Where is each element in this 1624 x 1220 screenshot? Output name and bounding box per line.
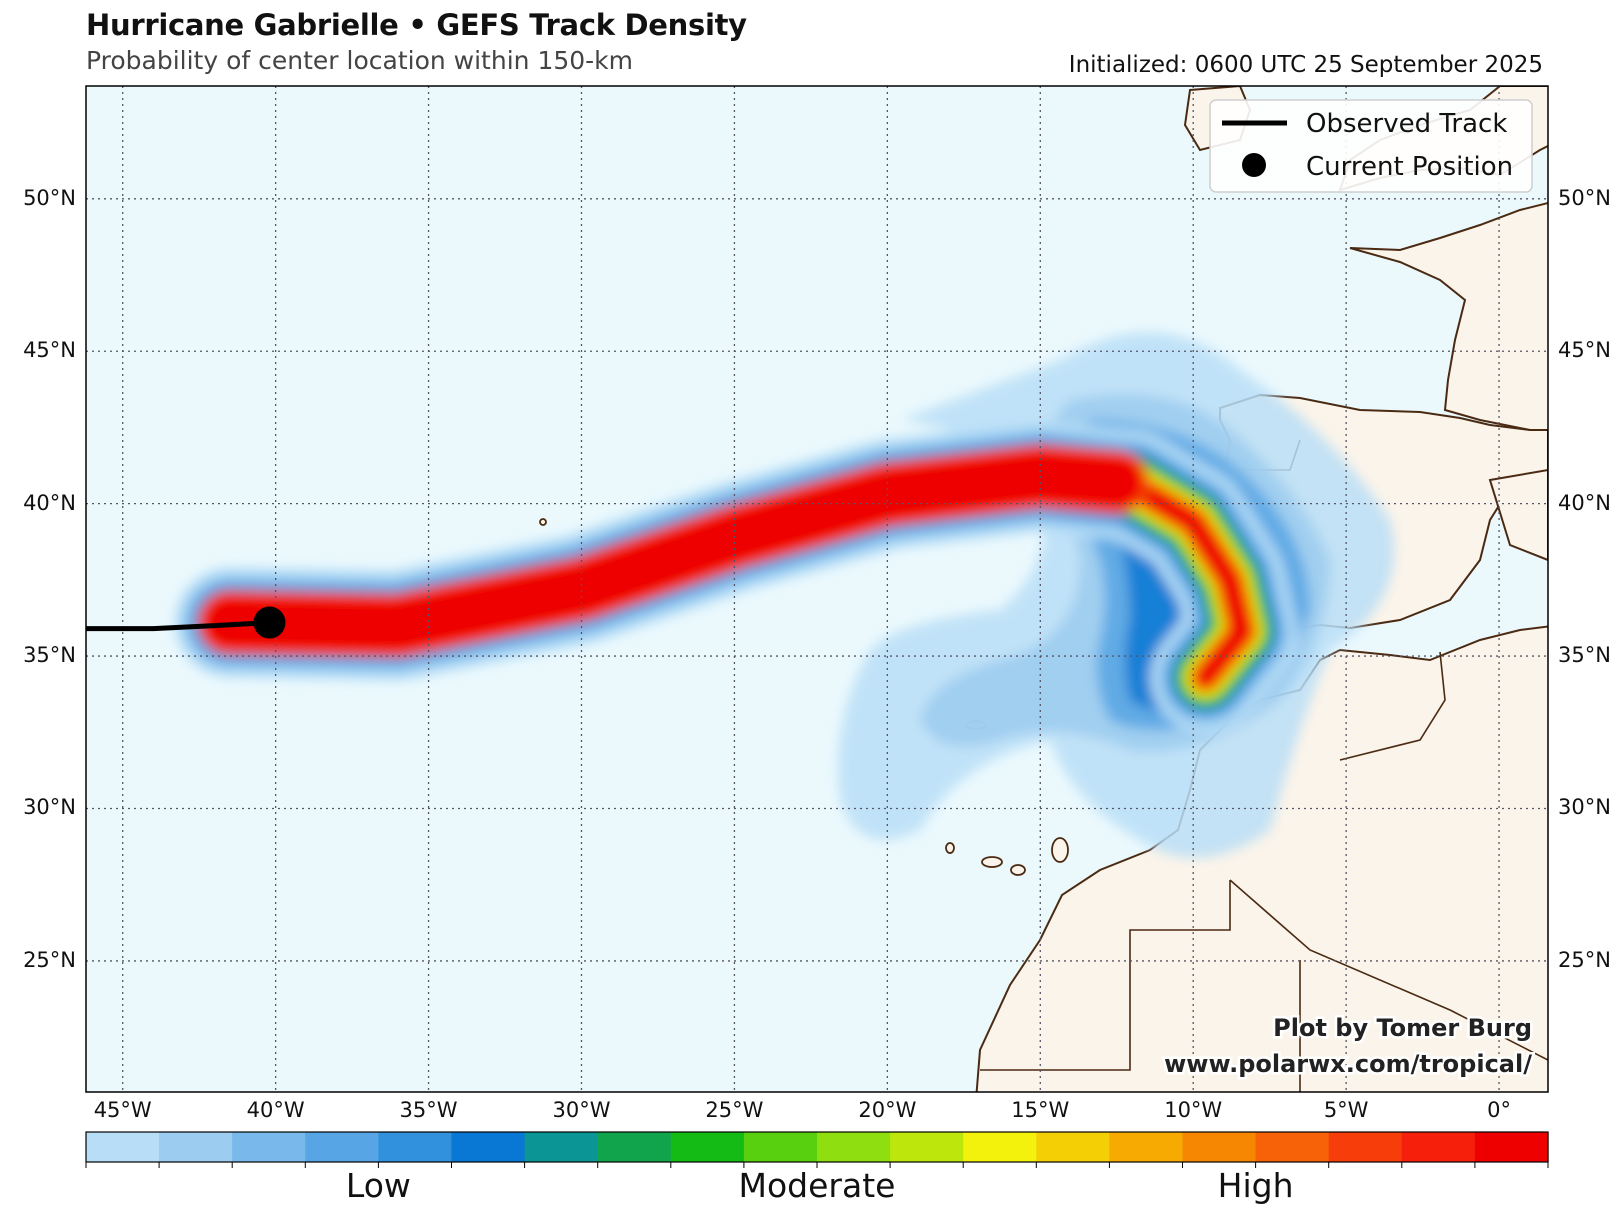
colorbar-swatch	[597, 1132, 672, 1162]
colorbar-swatch	[963, 1132, 1037, 1162]
lon-label: 15°W	[1011, 1098, 1070, 1122]
colorbar-swatch	[86, 1132, 160, 1162]
chart-subtitle: Probability of center location within 15…	[86, 46, 634, 75]
colorbar-swatch	[890, 1132, 964, 1162]
colorbar-swatch	[817, 1132, 891, 1162]
lat-label-left: 50°N	[23, 185, 76, 210]
lat-label-right: 45°N	[1558, 338, 1611, 363]
colorbar-swatch	[1255, 1132, 1330, 1162]
credit-url: www.polarwx.com/tropical/	[1164, 1050, 1532, 1078]
gridlines	[86, 86, 1548, 1092]
colorbar-swatch	[1109, 1132, 1184, 1162]
chart-title: Hurricane Gabrielle • GEFS Track Density	[86, 8, 747, 42]
colorbar-swatch	[1474, 1132, 1549, 1162]
legend-position-swatch	[1242, 153, 1266, 177]
current-position-marker	[253, 606, 286, 639]
colorbar-swatch	[1328, 1132, 1403, 1162]
colorbar-swatch	[451, 1132, 526, 1162]
lon-label: 10°W	[1164, 1098, 1223, 1122]
lat-label-right: 40°N	[1558, 490, 1611, 515]
lon-label: 0°	[1487, 1098, 1511, 1122]
lon-label: 35°W	[399, 1098, 458, 1122]
colorbar-swatch	[378, 1132, 453, 1162]
credit-author: Plot by Tomer Burg	[1273, 1014, 1532, 1042]
lat-label-left: 25°N	[23, 947, 76, 972]
lat-label-right: 35°N	[1558, 643, 1611, 668]
lon-label: 30°W	[552, 1098, 611, 1122]
credits: Plot by Tomer Burg www.polarwx.com/tropi…	[1162, 1012, 1535, 1081]
lat-label-left: 40°N	[23, 490, 76, 515]
legend: Observed Track Current Position	[1209, 99, 1533, 193]
colorbar-swatch	[670, 1132, 745, 1162]
colorbar-swatch	[159, 1132, 233, 1162]
colorbar-swatch	[1401, 1132, 1476, 1162]
lat-label-left: 35°N	[23, 643, 76, 668]
lon-label: 45°W	[93, 1098, 152, 1122]
legend-current-position-label: Current Position	[1306, 152, 1513, 182]
init-time: Initialized: 0600 UTC 25 September 2025	[1068, 52, 1543, 78]
colorbar-label: High	[1217, 1166, 1294, 1205]
land-france	[1349, 201, 1548, 431]
colorbar-label: Moderate	[738, 1166, 896, 1205]
legend-observed-track-label: Observed Track	[1306, 109, 1507, 139]
colorbar	[85, 1131, 1549, 1168]
colorbar-swatch	[1182, 1132, 1257, 1162]
map-frame	[85, 85, 1549, 1093]
border-lines	[980, 439, 1548, 1092]
lon-label: 5°W	[1323, 1098, 1369, 1122]
colorbar-swatch	[524, 1132, 599, 1162]
lat-label-right: 30°N	[1558, 795, 1611, 820]
lat-label-left: 45°N	[23, 338, 76, 363]
land-sardinia	[1488, 468, 1548, 562]
colorbar-swatch	[232, 1132, 306, 1162]
observed-track-line	[86, 620, 270, 632]
colorbar-label: Low	[345, 1166, 411, 1205]
colorbar-swatch	[743, 1132, 818, 1162]
colorbar-swatch	[305, 1132, 379, 1162]
lat-label-right: 25°N	[1558, 947, 1611, 972]
lon-label: 40°W	[246, 1098, 305, 1122]
lon-label: 20°W	[858, 1098, 917, 1122]
lon-label: 25°W	[705, 1098, 764, 1122]
lat-label-right: 50°N	[1558, 185, 1611, 210]
colorbar-swatch	[1036, 1132, 1110, 1162]
lat-label-left: 30°N	[23, 795, 76, 820]
